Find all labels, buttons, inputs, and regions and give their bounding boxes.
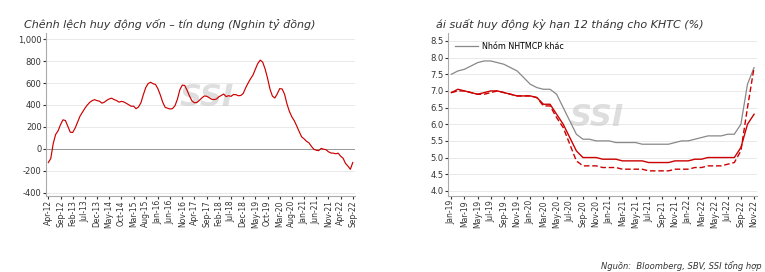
Text: SSI: SSI <box>569 103 623 132</box>
Text: Chênh lệch huy động vốn – tín dụng (Nghin tỷ đồng): Chênh lệch huy động vốn – tín dụng (Nghi… <box>24 20 316 30</box>
Text: ái suất huy động kỳ hạn 12 tháng cho KHTC (%): ái suất huy động kỳ hạn 12 tháng cho KHT… <box>435 20 703 30</box>
Text: Nguồn:  Bloomberg, SBV, SSI tổng hợp: Nguồn: Bloomberg, SBV, SSI tổng hợp <box>601 261 761 271</box>
Legend: Nhóm NHTMCP khác: Nhóm NHTMCP khác <box>452 38 567 54</box>
Text: SSI: SSI <box>180 84 234 112</box>
